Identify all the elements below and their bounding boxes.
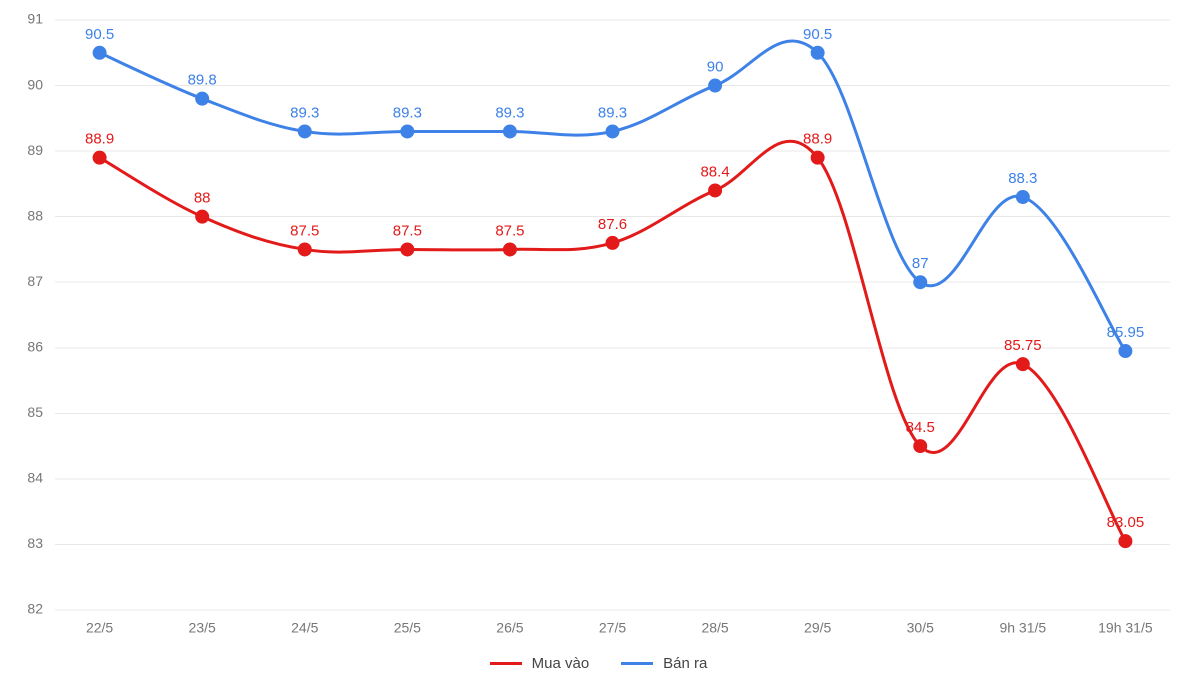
y-axis-tick-label: 85: [27, 404, 43, 420]
series-data-label-b: 90: [707, 59, 724, 76]
series-marker-a: [915, 441, 926, 452]
series-marker-b: [812, 47, 823, 58]
series-marker-a: [607, 237, 618, 248]
legend-swatch: [621, 662, 653, 665]
series-data-label-a: 87.5: [290, 222, 319, 239]
series-marker-a: [812, 152, 823, 163]
series-data-label-b: 88.3: [1008, 170, 1037, 187]
series-marker-b: [504, 126, 515, 137]
series-marker-b: [1120, 346, 1131, 357]
series-data-label-a: 88.4: [700, 163, 729, 180]
series-data-label-a: 87.5: [393, 222, 422, 239]
series-data-label-b: 87: [912, 255, 929, 272]
x-axis-tick-label: 22/5: [86, 619, 113, 635]
y-axis-tick-label: 83: [27, 535, 43, 551]
y-axis-tick-label: 86: [27, 338, 43, 354]
series-marker-b: [1017, 192, 1028, 203]
y-axis-tick-label: 88: [27, 207, 43, 223]
series-data-label-a: 87.5: [495, 222, 524, 239]
x-axis-tick-label: 28/5: [701, 619, 728, 635]
series-marker-a: [299, 244, 310, 255]
x-axis-tick-label: 23/5: [189, 619, 216, 635]
chart-legend: Mua vào Bán ra: [0, 652, 1197, 672]
series-data-label-b: 89.3: [393, 104, 422, 121]
y-axis-tick-label: 87: [27, 273, 43, 289]
y-axis-tick-label: 89: [27, 142, 43, 158]
series-marker-b: [710, 80, 721, 91]
legend-item-b: Bán ra: [621, 655, 707, 672]
x-axis-tick-label: 29/5: [804, 619, 831, 635]
series-marker-b: [607, 126, 618, 137]
series-data-label-b: 89.3: [290, 104, 319, 121]
series-data-label-a: 83.05: [1107, 514, 1145, 531]
series-marker-b: [402, 126, 413, 137]
y-axis-tick-label: 84: [27, 470, 43, 486]
series-marker-b: [915, 277, 926, 288]
series-data-label-a: 88.9: [85, 131, 114, 148]
series-marker-a: [402, 244, 413, 255]
series-marker-b: [94, 47, 105, 58]
series-marker-a: [1120, 536, 1131, 547]
series-data-label-a: 88.9: [803, 131, 832, 148]
y-axis-tick-label: 82: [27, 601, 43, 617]
series-marker-b: [197, 93, 208, 104]
legend-label: Mua vào: [532, 655, 590, 672]
price-line-chart: 82 83 84 85 86 87 88 89 90 91 22/5 23/5 24/5 25/5 26/5…: [0, 0, 1197, 687]
series-data-label-b: 85.95: [1107, 324, 1145, 341]
y-axis-tick-label: 90: [27, 76, 43, 92]
legend-item-a: Mua vào: [490, 655, 590, 672]
x-axis-tick-label: 9h 31/5: [999, 619, 1046, 635]
series-data-label-b: 89.3: [598, 104, 627, 121]
series-marker-a: [1017, 359, 1028, 370]
legend-swatch: [490, 662, 522, 665]
chart-svg: 82 83 84 85 86 87 88 89 90 91 22/5 23/5 24/5 25/5 26/5…: [0, 0, 1197, 687]
x-axis-tick-label: 30/5: [907, 619, 934, 635]
x-axis-tick-label: 26/5: [496, 619, 523, 635]
series-data-label-a: 88: [194, 190, 211, 207]
x-axis-tick-label: 24/5: [291, 619, 318, 635]
x-axis-tick-label: 27/5: [599, 619, 626, 635]
series-marker-a: [197, 211, 208, 222]
series-data-label-a: 87.6: [598, 216, 627, 233]
series-data-label-a: 85.75: [1004, 337, 1042, 354]
series-marker-a: [710, 185, 721, 196]
series-data-label-b: 89.8: [188, 72, 217, 89]
legend-label: Bán ra: [663, 655, 707, 672]
series-marker-b: [299, 126, 310, 137]
series-marker-a: [504, 244, 515, 255]
y-axis-tick-label: 91: [27, 11, 43, 27]
x-axis-tick-label: 25/5: [394, 619, 421, 635]
series-marker-a: [94, 152, 105, 163]
x-axis-tick-label: 19h 31/5: [1098, 619, 1153, 635]
series-data-label-b: 90.5: [85, 26, 114, 43]
series-data-label-a: 84.5: [906, 419, 935, 436]
series-data-label-b: 89.3: [495, 104, 524, 121]
series-data-label-b: 90.5: [803, 26, 832, 43]
